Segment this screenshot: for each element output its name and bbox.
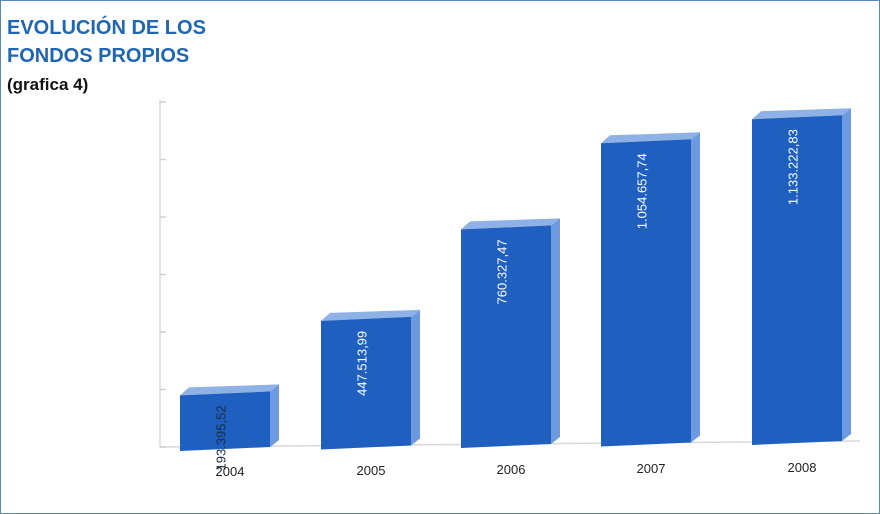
value-label: 447.513,99 xyxy=(354,331,369,396)
bar-top xyxy=(601,132,700,144)
bar-side xyxy=(411,309,420,446)
chart-title: EVOLUCIÓN DE LOS FONDOS PROPIOS xyxy=(7,17,206,67)
bar xyxy=(461,225,551,448)
bar-side xyxy=(270,384,279,447)
value-label: 760.327,47 xyxy=(494,239,509,304)
bar-side xyxy=(842,108,851,442)
bar-top xyxy=(180,384,279,396)
bar-top xyxy=(752,108,851,120)
bar xyxy=(321,316,411,450)
x-tick-label: 2008 xyxy=(788,460,817,475)
x-tick-label: 2007 xyxy=(637,461,666,476)
bar xyxy=(601,139,691,447)
x-tick-label: 2004 xyxy=(216,464,245,479)
chart-subtitle: (grafica 4) xyxy=(7,75,89,94)
bar xyxy=(180,391,270,451)
x-tick-label: 2006 xyxy=(497,462,526,477)
value-label: 1.133.222,83 xyxy=(785,129,800,205)
value-label: 193.395,52 xyxy=(213,405,228,470)
bar-top xyxy=(461,218,560,230)
bar-top xyxy=(321,309,420,321)
bar xyxy=(752,115,842,446)
value-label: 1.054.657,74 xyxy=(634,153,649,229)
x-tick-label: 2005 xyxy=(357,463,386,478)
bar-side xyxy=(691,132,700,443)
bar-side xyxy=(551,218,560,444)
